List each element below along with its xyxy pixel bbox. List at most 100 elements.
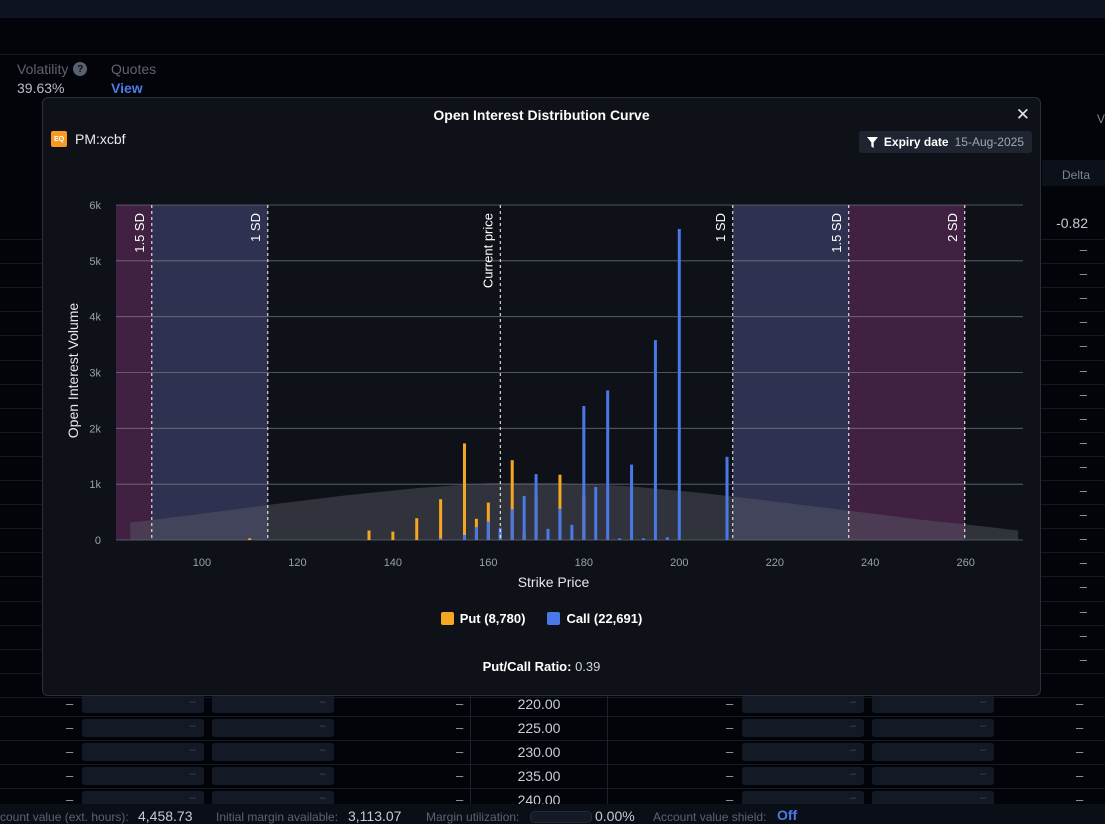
call-bar bbox=[630, 464, 634, 540]
chain-row[interactable]: – – – –235.00– – – – bbox=[0, 764, 1105, 789]
chain-cell: – bbox=[1076, 792, 1084, 807]
call-bar bbox=[546, 528, 550, 540]
legend-call-label: Call (22,691) bbox=[566, 611, 643, 626]
chain-input[interactable]: – bbox=[82, 743, 204, 761]
y-tick-label: 5k bbox=[89, 256, 101, 268]
chain-cell: – bbox=[1076, 696, 1084, 711]
y-tick-label: 6k bbox=[89, 200, 101, 212]
chain-input[interactable]: – bbox=[742, 719, 864, 737]
stats-row: Volatility? 39.63% Quotes View bbox=[0, 54, 1105, 101]
quotes-view-link[interactable]: View bbox=[111, 80, 143, 96]
chain-cell: – bbox=[456, 696, 464, 711]
delta-empty-value: – bbox=[1079, 603, 1087, 619]
chain-cell: – bbox=[726, 720, 734, 735]
call-bar bbox=[486, 521, 490, 540]
delta-empty-value: – bbox=[1079, 410, 1087, 426]
legend-call[interactable]: Call (22,691) bbox=[547, 611, 642, 626]
chain-cell: – bbox=[726, 768, 734, 783]
quotes-stat: Quotes View bbox=[111, 61, 156, 96]
margin-utilization-label: Margin utilization: bbox=[426, 810, 520, 824]
put-call-ratio-value: 0.39 bbox=[575, 659, 601, 674]
call-bar bbox=[618, 538, 622, 540]
put-bar bbox=[248, 538, 252, 540]
chain-input[interactable]: – bbox=[872, 743, 994, 761]
chain-cell: – bbox=[66, 744, 74, 759]
call-bar bbox=[665, 537, 669, 540]
call-bar bbox=[594, 486, 598, 540]
chain-cell: – bbox=[456, 768, 464, 783]
account-value-label: count value (ext. hours): bbox=[0, 810, 129, 824]
chain-cell: – bbox=[456, 744, 464, 759]
delta-empty-value: – bbox=[1079, 434, 1087, 450]
chain-input[interactable]: – bbox=[82, 695, 204, 713]
call-bar bbox=[558, 508, 562, 540]
delta-empty-value: – bbox=[1079, 314, 1087, 330]
chain-input[interactable]: – bbox=[82, 767, 204, 785]
delta-empty-value: – bbox=[1079, 555, 1087, 571]
chain-input[interactable]: – bbox=[212, 743, 334, 761]
call-bar bbox=[498, 527, 502, 540]
call-bar bbox=[606, 390, 610, 540]
modal-title: Open Interest Distribution Curve bbox=[433, 107, 650, 123]
delta-empty-value: – bbox=[1079, 266, 1087, 282]
account-shield-label: Account value shield: bbox=[653, 810, 767, 824]
close-icon[interactable]: ✕ bbox=[1015, 105, 1030, 124]
reference-line-label: 1.5 SD bbox=[829, 213, 844, 253]
chain-cell: – bbox=[456, 792, 464, 807]
delta-empty-value: – bbox=[1079, 242, 1087, 257]
x-tick-label: 160 bbox=[479, 557, 497, 569]
call-bar bbox=[582, 406, 586, 540]
x-tick-label: 220 bbox=[766, 557, 784, 569]
put-call-ratio-label: Put/Call Ratio: bbox=[482, 659, 572, 674]
delta-empty-value: – bbox=[1079, 483, 1087, 498]
chain-input[interactable]: – bbox=[742, 767, 864, 785]
chain-row[interactable]: – – – –220.00– – – – bbox=[0, 692, 1105, 717]
account-value: 4,458.73 bbox=[138, 808, 193, 824]
chain-input[interactable]: – bbox=[742, 743, 864, 761]
filter-icon bbox=[866, 136, 878, 148]
chain-input[interactable]: – bbox=[212, 767, 334, 785]
call-bar bbox=[677, 229, 681, 540]
call-bar bbox=[439, 538, 443, 540]
chain-cell: – bbox=[66, 696, 74, 711]
chain-input[interactable]: – bbox=[212, 719, 334, 737]
call-bar bbox=[570, 524, 574, 540]
expiry-date-filter[interactable]: Expiry date 15-Aug-2025 bbox=[858, 131, 1032, 153]
account-shield-toggle[interactable]: Off bbox=[777, 807, 798, 823]
y-axis-label: Open Interest Volume bbox=[65, 303, 81, 439]
x-tick-label: 180 bbox=[575, 557, 593, 569]
quotes-label: Quotes bbox=[111, 61, 157, 77]
symbol-logo-icon: EQ bbox=[51, 131, 67, 147]
put-bar bbox=[367, 530, 371, 540]
margin-utilization-bar bbox=[530, 811, 592, 823]
reference-line-label: 2 SD bbox=[945, 213, 960, 242]
chain-input[interactable]: – bbox=[82, 719, 204, 737]
chain-input[interactable]: – bbox=[212, 695, 334, 713]
x-tick-label: 120 bbox=[288, 557, 306, 569]
volatility-value: 39.63% bbox=[17, 80, 65, 96]
help-icon[interactable]: ? bbox=[73, 62, 88, 76]
chain-input[interactable]: – bbox=[872, 719, 994, 737]
reference-line-label: 1 SD bbox=[713, 213, 728, 242]
chain-row[interactable]: – – – –230.00– – – – bbox=[0, 740, 1105, 765]
chain-cell: – bbox=[66, 768, 74, 783]
strike-price: 225.00 bbox=[470, 716, 608, 740]
x-axis-label: Strike Price bbox=[518, 574, 590, 590]
chain-input[interactable]: – bbox=[872, 767, 994, 785]
y-tick-label: 0 bbox=[95, 535, 101, 547]
call-bar bbox=[653, 340, 657, 540]
delta-empty-value: – bbox=[1079, 386, 1087, 402]
legend-put[interactable]: Put (8,780) bbox=[440, 611, 525, 626]
symbol-name: PM:xcbf bbox=[75, 131, 126, 147]
x-tick-label: 100 bbox=[193, 557, 211, 569]
y-tick-label: 3k bbox=[89, 368, 101, 380]
x-tick-label: 200 bbox=[670, 557, 688, 569]
call-bar bbox=[522, 495, 526, 540]
column-header-partial: V bbox=[1096, 112, 1105, 126]
chain-input[interactable]: – bbox=[742, 695, 864, 713]
delta-empty-value: – bbox=[1079, 627, 1087, 643]
legend-put-swatch bbox=[440, 612, 454, 625]
chain-input[interactable]: – bbox=[872, 695, 994, 713]
delta-empty-value: – bbox=[1079, 651, 1087, 667]
chain-row[interactable]: – – – –225.00– – – – bbox=[0, 716, 1105, 741]
